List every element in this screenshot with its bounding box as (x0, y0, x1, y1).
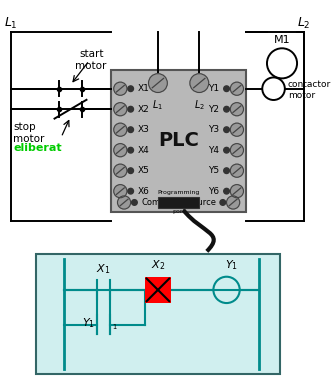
Circle shape (128, 86, 133, 92)
Text: Y4: Y4 (208, 146, 219, 155)
Circle shape (128, 188, 133, 194)
Text: Y2: Y2 (208, 105, 219, 114)
FancyBboxPatch shape (111, 70, 246, 212)
Text: Y5: Y5 (208, 166, 219, 175)
Text: $X_2$: $X_2$ (151, 258, 165, 272)
Text: start
motor: start motor (75, 49, 107, 71)
Text: $X_1$: $X_1$ (96, 262, 111, 276)
Circle shape (148, 74, 167, 92)
Text: motor: motor (288, 91, 315, 100)
Text: Common: Common (141, 198, 179, 207)
Circle shape (224, 86, 229, 92)
Circle shape (224, 147, 229, 153)
Circle shape (114, 144, 127, 157)
FancyBboxPatch shape (36, 254, 280, 374)
Text: $L_2$: $L_2$ (194, 98, 205, 112)
Bar (158, 197, 199, 208)
Text: X5: X5 (138, 166, 150, 175)
Text: Y1: Y1 (208, 84, 219, 93)
Circle shape (114, 103, 127, 116)
Text: stop
motor: stop motor (13, 122, 45, 144)
Circle shape (128, 147, 133, 153)
Text: Y6: Y6 (208, 187, 219, 196)
Text: X1: X1 (138, 84, 150, 93)
Circle shape (224, 127, 229, 133)
Circle shape (224, 168, 229, 173)
Circle shape (114, 185, 127, 198)
Text: X2: X2 (138, 105, 150, 114)
Circle shape (224, 188, 229, 194)
Text: $L_2$: $L_2$ (297, 16, 311, 31)
Circle shape (220, 200, 225, 205)
Text: $L_1$: $L_1$ (152, 98, 163, 112)
Circle shape (226, 196, 240, 209)
Circle shape (114, 123, 127, 136)
Text: Programming: Programming (157, 190, 200, 195)
Circle shape (118, 196, 131, 209)
Text: $_1$: $_1$ (112, 322, 118, 333)
Text: $Y_1$: $Y_1$ (225, 258, 238, 272)
Circle shape (132, 200, 137, 205)
Text: X6: X6 (138, 187, 150, 196)
Circle shape (230, 144, 244, 157)
Text: M1: M1 (274, 35, 290, 45)
Text: Y3: Y3 (208, 125, 219, 134)
Text: X3: X3 (138, 125, 150, 134)
Bar (145, 277, 171, 303)
Circle shape (230, 164, 244, 177)
Text: PLC: PLC (158, 132, 199, 151)
Text: eliberat: eliberat (13, 143, 62, 153)
Text: port: port (172, 209, 185, 214)
Text: X4: X4 (138, 146, 150, 155)
Circle shape (128, 168, 133, 173)
Text: $L_1$: $L_1$ (4, 16, 18, 31)
Circle shape (128, 106, 133, 112)
Text: $Y_1$: $Y_1$ (82, 316, 95, 330)
Circle shape (224, 106, 229, 112)
Text: contactor: contactor (288, 80, 331, 88)
Circle shape (128, 127, 133, 133)
Circle shape (190, 74, 209, 92)
Circle shape (114, 164, 127, 177)
Text: Source: Source (187, 198, 216, 207)
Circle shape (230, 123, 244, 136)
Circle shape (230, 185, 244, 198)
Circle shape (230, 103, 244, 116)
Circle shape (230, 82, 244, 95)
Circle shape (114, 82, 127, 95)
